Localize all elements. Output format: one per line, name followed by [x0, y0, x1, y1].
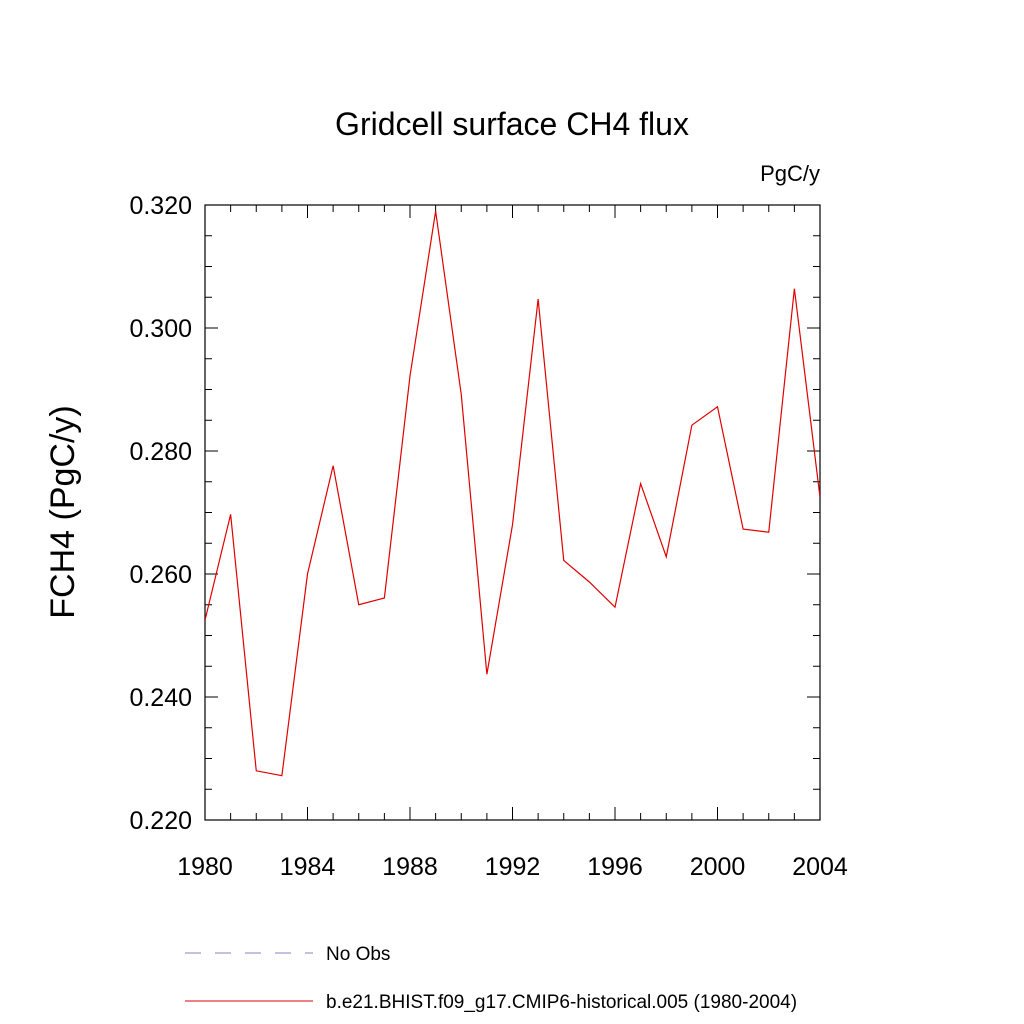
plot-frame — [204, 204, 821, 821]
legend-label: b.e21.BHIST.f09_g17.CMIP6-historical.005… — [326, 992, 797, 1013]
chart-title: Gridcell surface CH4 flux — [335, 106, 689, 142]
x-tick-label: 2004 — [792, 853, 848, 881]
y-tick-label: 0.320 — [129, 192, 192, 220]
y-tick-label: 0.260 — [129, 561, 192, 589]
y-tick-label: 0.220 — [129, 807, 192, 835]
legend: No Obs b.e21.BHIST.f09_g17.CMIP6-historic… — [185, 944, 797, 1013]
legend-label: No Obs — [326, 944, 390, 965]
y-tick-label: 0.240 — [129, 684, 192, 712]
series-line — [205, 211, 820, 777]
y-axis-label: FCH4 (PgC/y) — [44, 405, 82, 618]
x-tick-label: 1988 — [382, 853, 438, 881]
x-tick-label: 1984 — [280, 853, 336, 881]
x-tick-label: 1980 — [177, 853, 233, 881]
units-label: PgC/y — [760, 161, 820, 186]
x-tick-label: 1992 — [485, 853, 541, 881]
x-tick-label: 1996 — [587, 853, 643, 881]
plot-area: 1980 1984 1988 1992 1996 2000 2004 0.220 0.240 0.… — [129, 192, 847, 881]
y-tick-label: 0.300 — [129, 315, 192, 343]
x-tick-label: 2000 — [690, 853, 746, 881]
y-tick-label: 0.280 — [129, 438, 192, 466]
